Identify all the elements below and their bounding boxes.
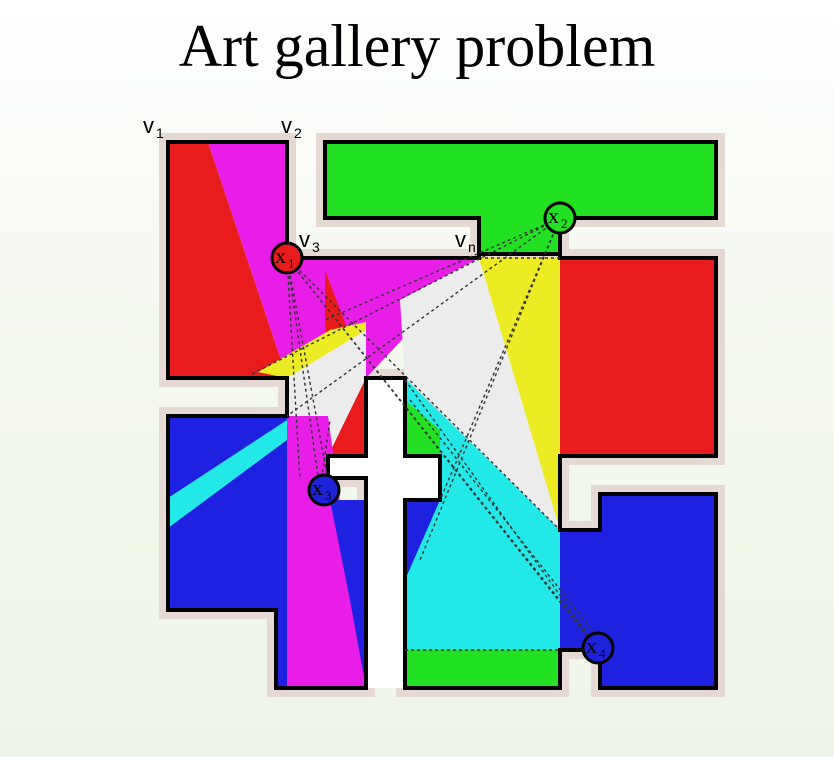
svg-text:x: x (548, 203, 559, 228)
svg-text:3: 3 (325, 488, 332, 503)
guard-x4: x 4 (581, 631, 615, 665)
cross-obstacle (328, 378, 440, 688)
svg-text:x: x (586, 633, 597, 658)
green-t-room (325, 142, 716, 254)
svg-text:4: 4 (599, 646, 606, 661)
vertex-label-v3: v 3 (299, 227, 320, 255)
vertex-label-v2: v 2 (281, 113, 302, 141)
title: Art gallery problem (178, 13, 656, 79)
yellow-region (479, 258, 560, 530)
vertex-label-v1: v 1 (143, 113, 164, 141)
magenta-stripe (287, 416, 366, 688)
cyan-region (405, 378, 560, 650)
svg-text:n: n (468, 239, 476, 255)
white-region (400, 258, 560, 530)
svg-text:v: v (455, 227, 466, 252)
svg-text:v: v (299, 227, 310, 252)
gallery-walls (166, 140, 718, 690)
svg-text:v: v (143, 113, 154, 138)
sight-lines (249, 217, 601, 651)
svg-text:2: 2 (561, 216, 568, 231)
magenta-region (208, 142, 330, 378)
svg-text:1: 1 (288, 256, 295, 271)
blue-strip (330, 500, 366, 688)
svg-text:x: x (275, 243, 286, 268)
vertex-label-vn: v n (455, 227, 476, 255)
guard-x2: x 2 (543, 201, 577, 235)
svg-text:2: 2 (294, 125, 302, 141)
svg-text:3: 3 (312, 239, 320, 255)
svg-text:x: x (312, 475, 323, 500)
blue-inner (405, 500, 440, 580)
red-region (168, 142, 287, 378)
cyan-stripe (168, 420, 287, 528)
guard-x1: x 1 (270, 241, 304, 275)
svg-text:1: 1 (156, 125, 164, 141)
red-right-room (560, 258, 716, 456)
svg-text:v: v (281, 113, 292, 138)
guard-x3: x 3 (307, 473, 341, 507)
green-bottom (405, 650, 560, 688)
